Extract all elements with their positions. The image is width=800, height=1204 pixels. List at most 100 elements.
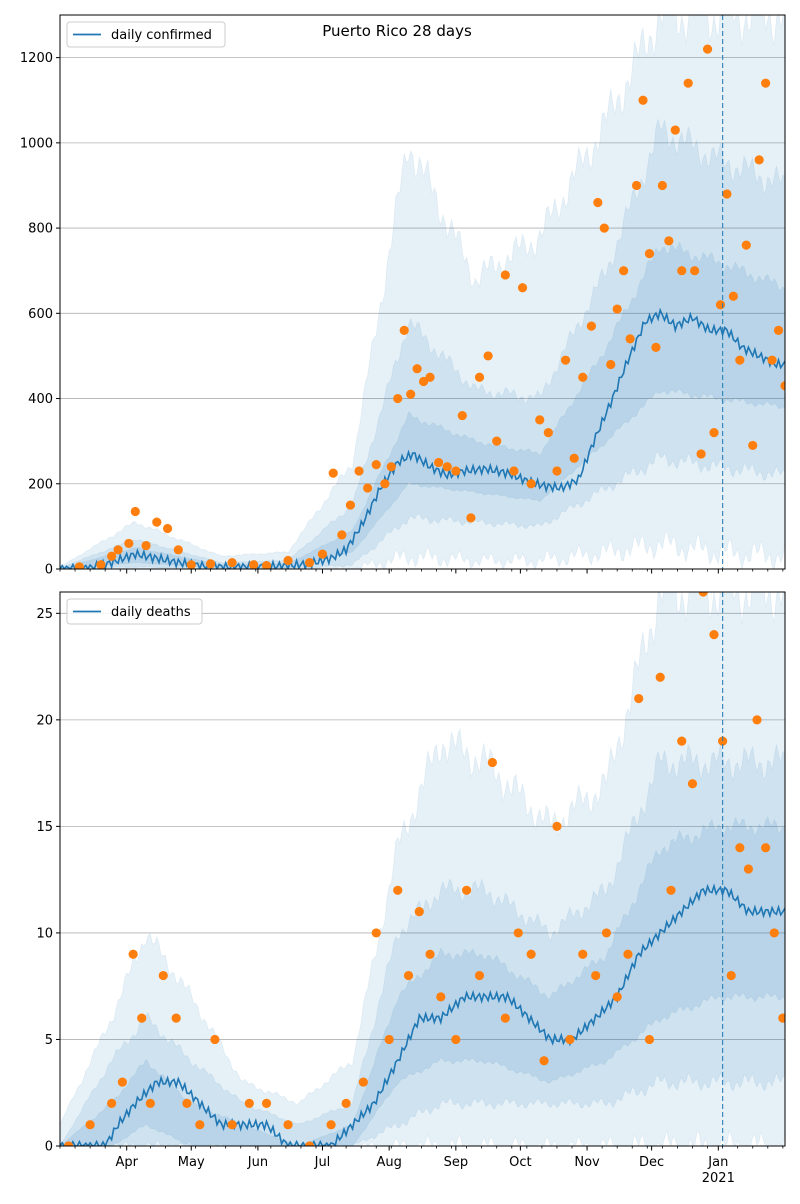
x-tick-label: May: [178, 1155, 205, 1170]
data-point: [442, 462, 452, 472]
y-tick-label: 200: [28, 477, 53, 492]
data-point: [773, 325, 784, 335]
data-point: [371, 459, 381, 470]
data-point: [436, 992, 446, 1002]
data-point: [728, 291, 738, 301]
data-point: [195, 1120, 205, 1130]
data-point: [500, 1013, 510, 1023]
data-point: [227, 1120, 237, 1130]
data-point: [261, 1098, 272, 1108]
data-point: [128, 949, 138, 959]
data-point: [535, 415, 545, 425]
data-point: [638, 95, 648, 105]
data-point: [457, 410, 467, 421]
data-point: [210, 1034, 220, 1045]
legend: daily confirmed: [66, 21, 226, 48]
legend-label: daily deaths: [111, 605, 191, 620]
data-point: [345, 500, 356, 510]
data-point: [543, 428, 553, 438]
data-point: [145, 1098, 155, 1108]
x-tick-label: Aug: [376, 1155, 401, 1170]
panel-bottom: 0 5 10 15 20 25 Apr May Jun Jul Aug Sep Oct Nov Dec Jan…: [36, 591, 786, 1186]
data-point: [657, 180, 667, 191]
data-point: [74, 562, 84, 569]
data-point: [107, 551, 117, 561]
data-point: [403, 970, 414, 981]
data-point: [425, 372, 435, 382]
data-point: [655, 672, 665, 682]
data-point: [85, 1120, 95, 1130]
data-point: [182, 1098, 192, 1108]
data-point: [743, 864, 754, 874]
data-point: [741, 240, 751, 250]
data-point: [117, 1077, 127, 1087]
data-point: [384, 1034, 394, 1045]
data-point: [593, 197, 603, 208]
data-point: [158, 970, 168, 981]
data-point: [380, 479, 390, 489]
data-point: [171, 1013, 181, 1023]
data-point: [328, 468, 338, 478]
data-point: [578, 949, 588, 959]
data-point: [552, 821, 562, 831]
data-point: [578, 372, 588, 382]
series-line-daily-confirmed: [60, 307, 785, 569]
data-point: [462, 885, 472, 895]
x-tick-label: Jul: [314, 1155, 331, 1170]
legend: daily deaths: [66, 598, 203, 625]
data-point: [130, 506, 140, 517]
panel-top: 0 200 400 600 800 1000 1200 daily confirmed: [20, 14, 786, 578]
data-point: [599, 223, 609, 233]
data-point: [466, 513, 476, 523]
data-point: [509, 466, 519, 476]
data-point: [371, 928, 381, 938]
data-point: [726, 970, 736, 981]
data-point: [526, 479, 536, 489]
data-point: [664, 236, 674, 246]
legend-box: [66, 598, 203, 625]
data-point: [186, 560, 196, 569]
data-point: [606, 359, 616, 370]
data-point: [434, 457, 444, 468]
data-point: [487, 757, 498, 768]
data-point: [152, 517, 162, 527]
data-point: [517, 283, 528, 293]
data-point: [283, 1120, 293, 1130]
data-point: [761, 78, 771, 88]
data-point: [718, 736, 728, 746]
data-point: [337, 530, 347, 540]
uncertainty-band-middle: [60, 119, 785, 569]
y-tick-label: 25: [36, 607, 53, 622]
data-point: [474, 970, 485, 981]
data-point: [670, 125, 680, 135]
plot-area: [60, 15, 785, 569]
plot-area: [60, 592, 785, 1146]
x-tick-label: Dec: [639, 1155, 664, 1170]
plot-frame: [59, 14, 786, 570]
data-point: [591, 970, 601, 981]
data-point: [492, 436, 502, 446]
data-point: [304, 1141, 315, 1146]
data-point: [631, 180, 642, 191]
data-point: [778, 1013, 785, 1023]
data-point: [162, 523, 173, 534]
data-point: [393, 885, 403, 895]
data-point: [205, 559, 216, 569]
data-point: [304, 558, 315, 568]
y-tick-label: 400: [28, 392, 53, 407]
data-point: [64, 1141, 74, 1146]
x-tick-label: Apr: [115, 1155, 138, 1170]
data-point: [634, 693, 644, 704]
series-line-daily-deaths: [60, 883, 785, 1146]
x-tick-label: Jan: [707, 1155, 728, 1170]
data-point: [677, 266, 687, 276]
data-point: [425, 949, 435, 959]
data-point: [644, 249, 655, 259]
data-point: [249, 560, 259, 569]
data-point: [715, 300, 726, 310]
data-point: [539, 1056, 549, 1066]
data-point: [612, 304, 622, 314]
x-tick-label: Jun: [247, 1155, 268, 1170]
data-point: [586, 321, 596, 331]
